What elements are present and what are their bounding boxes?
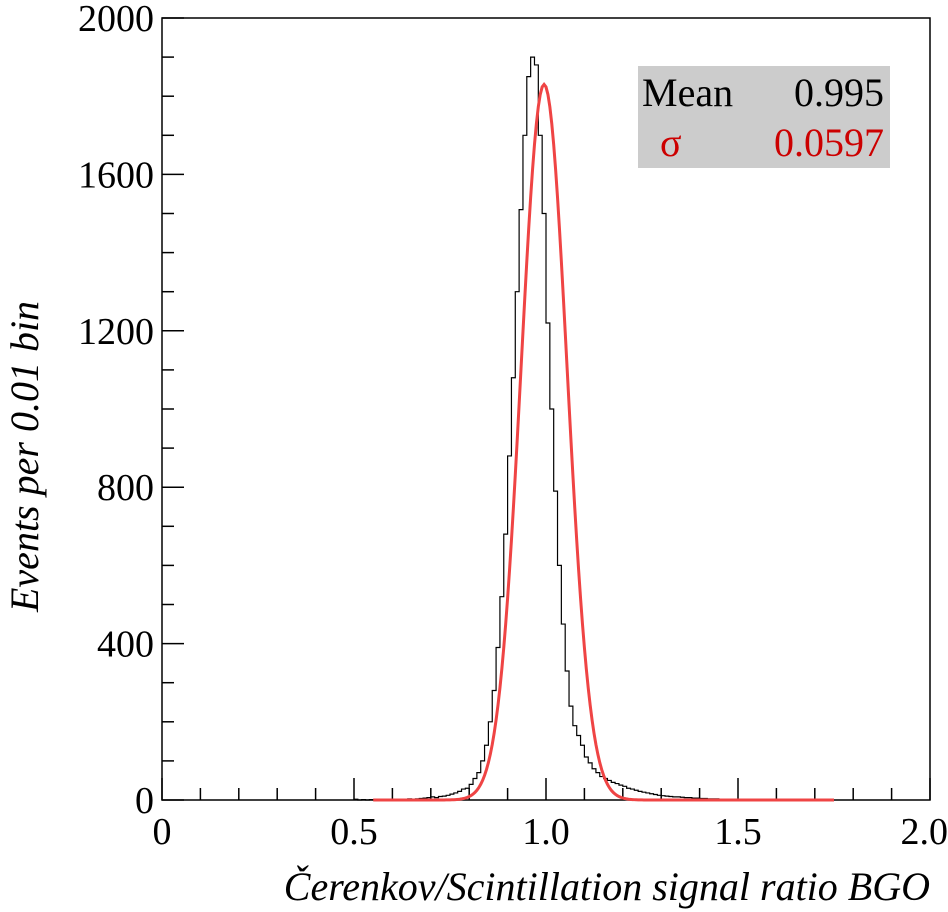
x-tick-label: 2.0 [901, 811, 948, 853]
y-tick-label: 800 [97, 467, 154, 509]
y-tick-label: 2000 [78, 0, 154, 40]
x-tick-label: 1.0 [522, 811, 570, 853]
stats-box: Mean 0.995 σ 0.0597 [638, 66, 890, 168]
y-tick-label: 1200 [78, 311, 154, 353]
y-tick-label: 1600 [78, 154, 154, 196]
stats-box-background [638, 66, 890, 168]
x-tick-label: 0.5 [330, 811, 378, 853]
stats-sigma-label: σ [660, 120, 682, 165]
stats-sigma-value: 0.0597 [774, 120, 884, 165]
y-tick-label: 0 [135, 780, 154, 822]
x-tick-label: 1.5 [714, 811, 762, 853]
stats-mean-label: Mean [642, 70, 733, 115]
x-tick-label: 0 [153, 811, 172, 853]
y-tick-label: 400 [97, 624, 154, 666]
y-axis-ticks: 0 400 800 1200 1600 2000 [78, 0, 184, 822]
stats-mean-value: 0.995 [794, 70, 884, 115]
x-axis-title: Čerenkov/Scintillation signal ratio BGO [284, 864, 930, 909]
histogram-series [353, 56, 815, 801]
gaussian-fit-curve [373, 82, 834, 802]
y-axis-title: Events per 0.01 bin [2, 301, 47, 613]
x-axis-ticks: 0 0.5 1.0 1.5 2.0 [153, 778, 948, 853]
